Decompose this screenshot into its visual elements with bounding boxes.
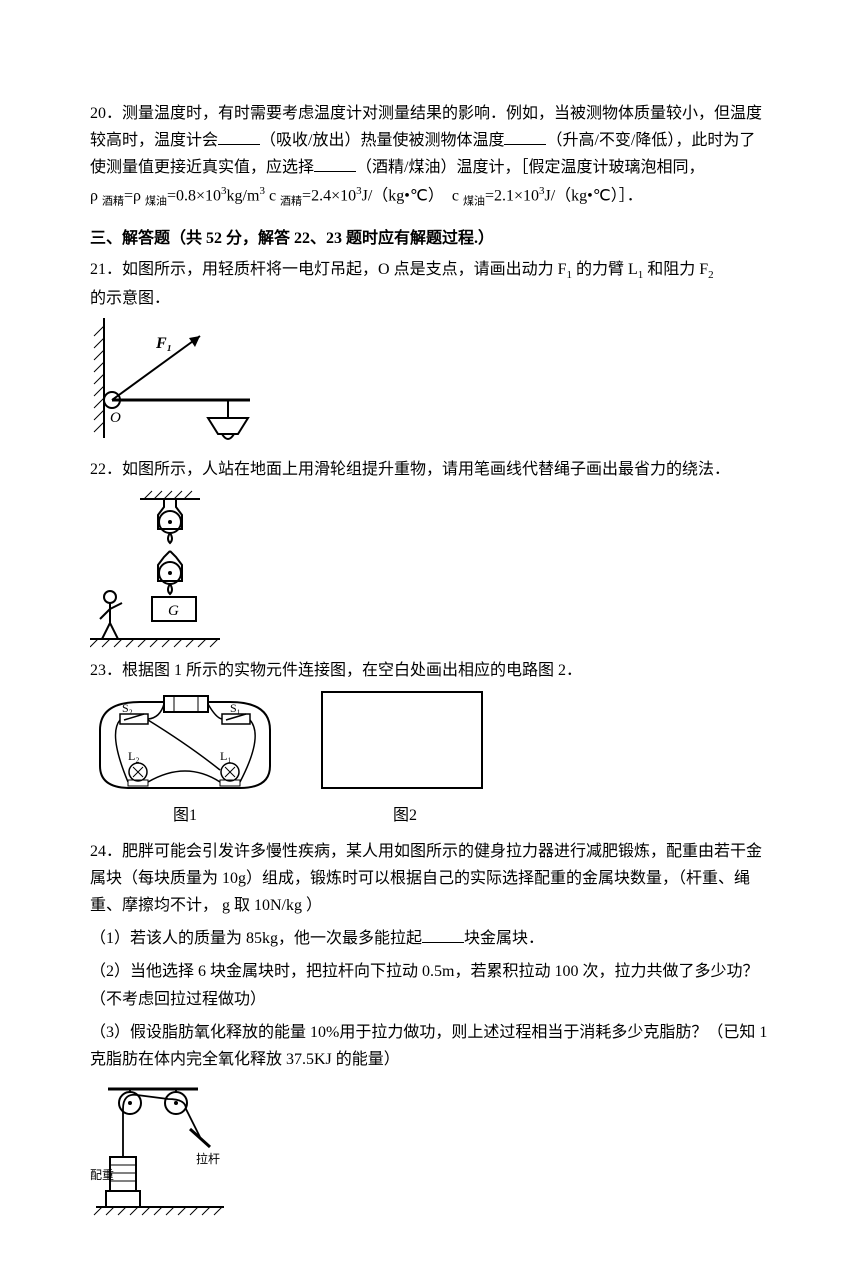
q20-blank-1: [218, 128, 260, 145]
q20-eq6: J/（kg•℃） c: [362, 187, 463, 204]
q20-sub3: 酒精: [280, 195, 302, 207]
q21-text3: 和阻力 F: [643, 261, 708, 278]
q23-fig2-wrap: 图2: [320, 690, 490, 829]
q20-eq2: =0.8×10: [167, 187, 221, 204]
q20-sub2: 煤油: [145, 195, 167, 207]
q20-num: 20．: [90, 105, 122, 122]
q24-svg: 拉杆 配重: [90, 1079, 230, 1229]
q20-sub1: 酒精: [102, 195, 124, 207]
q20-blank-3: [314, 155, 356, 172]
q21-text2: 的力臂 L: [572, 261, 638, 278]
q23-label-L2: L₂: [128, 749, 140, 763]
q23-label-L1: L₁: [220, 749, 232, 763]
q20-eq8: J/（kg•℃）］．: [545, 187, 643, 204]
q20-blank-2: [504, 128, 546, 145]
q21-label-F1: F₁: [155, 335, 172, 352]
q22-svg: G: [90, 489, 220, 649]
question-20: 20．测量温度时，有时需要考虑温度计对测量结果的影响．例如，当被测物体质量较小，…: [90, 100, 770, 211]
q20-eq5: =2.4×10: [302, 187, 356, 204]
q24-p2: （2）当他选择 6 块金属块时，把拉杆向下拉动 0.5m，若累积拉动 100 次…: [90, 963, 758, 1007]
question-24-p3: （3）假设脂肪氧化释放的能量 10%用于拉力做功，则上述过程相当于消耗多少克脂肪…: [90, 1019, 770, 1073]
q24-p1-a: （1）若该人的质量为 85kg，他一次最多能拉起: [90, 930, 422, 947]
q23-label-S1: S₁: [230, 701, 241, 715]
q23-cap1: 图1: [90, 802, 280, 829]
q24-blank-1: [422, 926, 464, 943]
q20-eq4: c: [265, 187, 280, 204]
question-22: 22．如图所示，人站在地面上用滑轮组提升重物，请用笔画线代替绳子画出最省力的绕法…: [90, 456, 770, 483]
q21-sub3: 2: [708, 269, 714, 281]
q21-svg: O F₁: [90, 318, 270, 448]
q23-svg-1: S₂ S₁ L₂ L₁: [90, 690, 280, 800]
q24-p3: （3）假设脂肪氧化释放的能量 10%用于拉力做功，则上述过程相当于消耗多少克脂肪…: [90, 1024, 767, 1068]
page-root: 20．测量温度时，有时需要考虑温度计对测量结果的影响．例如，当被测物体质量较小，…: [0, 0, 860, 1277]
q21-text: 如图所示，用轻质杆将一电灯吊起，O 点是支点，请画出动力 F: [122, 261, 566, 278]
q20-rho-pre: ρ: [90, 187, 102, 204]
q23-figure: S₂ S₁ L₂ L₁: [90, 690, 770, 829]
q24-p1-b: 块金属块．: [464, 930, 544, 947]
q20-paren-a: （吸收/放出）热量使被测物体温度: [260, 132, 504, 149]
q22-text: 如图所示，人站在地面上用滑轮组提升重物，请用笔画线代替绳子画出最省力的绕法．: [122, 461, 730, 478]
q24-num: 24．: [90, 843, 122, 860]
question-24-p1: （1）若该人的质量为 85kg，他一次最多能拉起 块金属块．: [90, 925, 770, 952]
section-3-header: 三、解答题（共 52 分，解答 22、23 题时应有解题过程.）: [90, 225, 770, 252]
q23-label-S2: S₂: [122, 701, 133, 715]
q23-text: 根据图 1 所示的实物元件连接图，在空白处画出相应的电路图 2．: [122, 662, 582, 679]
q20-eq3: kg/m: [227, 187, 260, 204]
q20-sub4: 煤油: [463, 195, 485, 207]
q21-num: 21．: [90, 261, 122, 278]
q21-figure: O F₁: [90, 318, 770, 448]
q20-eq1: =ρ: [124, 187, 145, 204]
question-24-p2: （2）当他选择 6 块金属块时，把拉杆向下拉动 0.5m，若累积拉动 100 次…: [90, 958, 770, 1012]
q21-text4: 的示意图．: [90, 290, 170, 307]
q24-text-a: 肥胖可能会引发许多慢性疾病，某人用如图所示的健身拉力器进行减肥锻炼，配重由若干金…: [90, 843, 762, 914]
q22-num: 22．: [90, 461, 122, 478]
q20-eq7: =2.1×10: [485, 187, 539, 204]
q24-label-handle: 拉杆: [196, 1151, 220, 1166]
q20-paren-c: （酒精/煤油）温度计，［假定温度计玻璃泡相同，: [356, 159, 704, 176]
question-21: 21．如图所示，用轻质杆将一电灯吊起，O 点是支点，请画出动力 F1 的力臂 L…: [90, 256, 770, 312]
q22-figure: G: [90, 489, 770, 649]
section-3-title: 三、解答题（共 52 分，解答 22、23 题时应有解题过程.）: [90, 230, 494, 247]
question-23: 23．根据图 1 所示的实物元件连接图，在空白处画出相应的电路图 2．: [90, 657, 770, 684]
q24-figure: 拉杆 配重: [90, 1079, 770, 1229]
q23-num: 23．: [90, 662, 122, 679]
question-24: 24．肥胖可能会引发许多慢性疾病，某人用如图所示的健身拉力器进行减肥锻炼，配重由…: [90, 838, 770, 920]
q21-label-O: O: [110, 410, 121, 426]
q23-fig1-wrap: S₂ S₁ L₂ L₁: [90, 690, 280, 829]
q23-svg-2: [320, 690, 490, 800]
q24-label-weight: 配重: [90, 1168, 114, 1182]
q22-label-G: G: [168, 603, 179, 619]
q23-cap2: 图2: [320, 802, 490, 829]
